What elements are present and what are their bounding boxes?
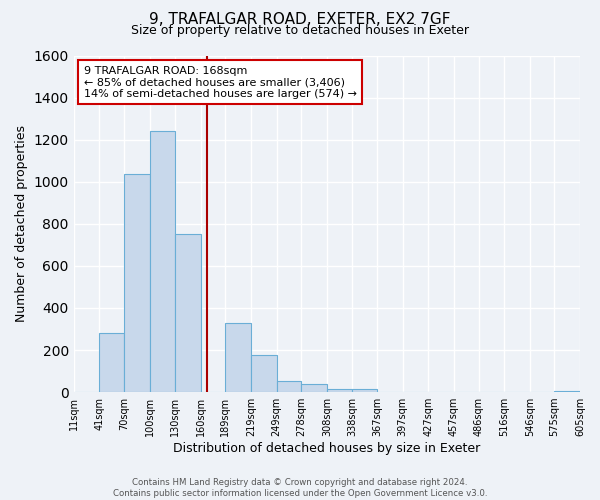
Bar: [226, 322, 251, 392]
Text: Contains HM Land Registry data © Crown copyright and database right 2024.
Contai: Contains HM Land Registry data © Crown c…: [113, 478, 487, 498]
Text: 9 TRAFALGAR ROAD: 168sqm
← 85% of detached houses are smaller (3,406)
14% of sem: 9 TRAFALGAR ROAD: 168sqm ← 85% of detach…: [84, 66, 357, 99]
Bar: [277, 380, 301, 392]
Bar: [352, 389, 377, 392]
X-axis label: Distribution of detached houses by size in Exeter: Distribution of detached houses by size …: [173, 442, 481, 455]
Bar: [124, 174, 149, 392]
Bar: [99, 333, 124, 392]
Text: 9, TRAFALGAR ROAD, EXETER, EX2 7GF: 9, TRAFALGAR ROAD, EXETER, EX2 7GF: [149, 12, 451, 28]
Text: Size of property relative to detached houses in Exeter: Size of property relative to detached ho…: [131, 24, 469, 37]
Bar: [327, 389, 352, 392]
Bar: [149, 131, 175, 392]
Bar: [554, 391, 580, 392]
Bar: [301, 384, 327, 392]
Y-axis label: Number of detached properties: Number of detached properties: [15, 126, 28, 322]
Bar: [251, 356, 277, 392]
Bar: [175, 234, 200, 392]
